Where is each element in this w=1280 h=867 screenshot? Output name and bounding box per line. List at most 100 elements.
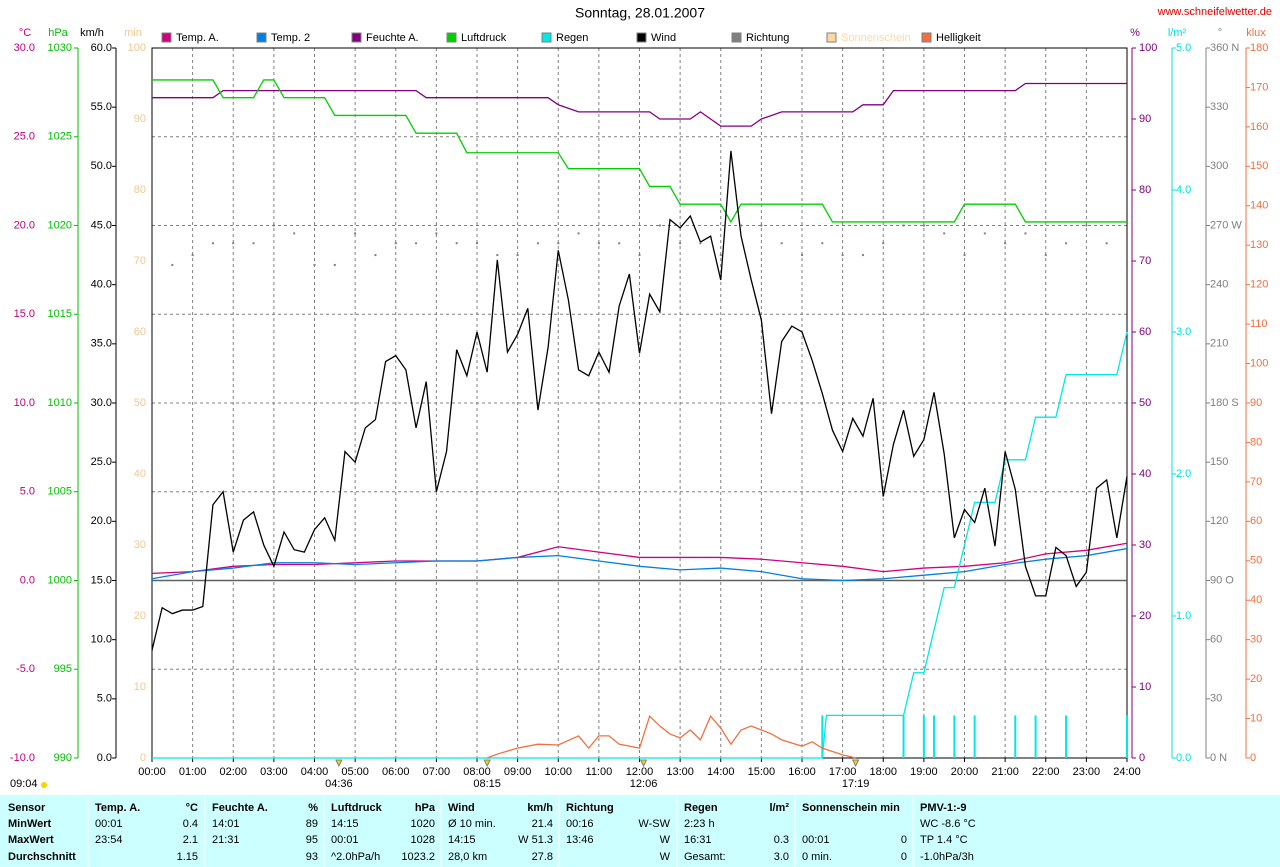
y-tick-label: 90 O xyxy=(1210,574,1234,586)
table-cell: TP 1.4 °C xyxy=(920,834,968,846)
rain-bar xyxy=(1065,715,1068,758)
axis-unit: min xyxy=(124,27,142,39)
axis-unit: °C xyxy=(19,27,31,39)
y-tick-label: 10.0 xyxy=(91,634,112,646)
y-tick-label: 4.0 xyxy=(1176,184,1191,196)
x-tick-label: 01:00 xyxy=(179,766,207,778)
y-tick-label: 70 xyxy=(1250,476,1262,488)
table-cell: 1.15 xyxy=(177,851,198,863)
y-tick-label: 0.0 xyxy=(20,574,35,586)
direction-dot xyxy=(1105,242,1108,245)
direction-dot xyxy=(496,254,499,257)
y-tick-label: 60 xyxy=(1210,634,1222,646)
y-tick-label: 0 xyxy=(1250,752,1256,764)
x-tick-label: 04:00 xyxy=(301,766,329,778)
y-tick-label: 80 xyxy=(1250,436,1262,448)
y-tick-label: 50 xyxy=(134,397,146,409)
y-tick-label: 150 xyxy=(1210,456,1228,468)
table-cell: Durchschnitt xyxy=(8,851,76,863)
legend-swatch xyxy=(256,32,267,43)
table-cell: W xyxy=(660,834,671,846)
table-cell: Luftdruck xyxy=(331,802,383,814)
direction-dot xyxy=(394,242,397,245)
y-tick-label: 15.0 xyxy=(91,574,112,586)
direction-dot xyxy=(435,232,438,235)
series-line xyxy=(152,331,1128,759)
direction-dot xyxy=(902,224,905,227)
y-tick-label: 50 xyxy=(1250,555,1262,567)
direction-dot xyxy=(151,263,153,266)
x-tick-label: 17:00 xyxy=(829,766,857,778)
y-tick-label: 0 xyxy=(140,752,146,764)
y-tick-label: 20.0 xyxy=(14,219,35,231)
legend-swatch xyxy=(921,32,932,43)
y-tick-label: 50 xyxy=(1139,397,1151,409)
legend-swatch xyxy=(161,32,172,43)
source-url: www.schneifelwetter.de xyxy=(1157,6,1272,18)
x-tick-label: 06:00 xyxy=(382,766,410,778)
table-cell: ^2.0hPa/h xyxy=(331,851,380,863)
table-cell: 1020 xyxy=(411,818,435,830)
direction-dot xyxy=(455,242,458,245)
rain-bar xyxy=(821,715,824,758)
direction-dot xyxy=(1085,224,1088,227)
table-cell: 0 xyxy=(901,834,907,846)
table-cell: 0 min. xyxy=(802,851,832,863)
y-tick-label: 60 xyxy=(1250,515,1262,527)
y-tick-label: 360 N xyxy=(1210,42,1239,54)
y-tick-label: 40.0 xyxy=(91,279,112,291)
x-tick-label: 12:00 xyxy=(626,766,654,778)
rain-bar xyxy=(1014,715,1017,758)
y-tick-label: -5.0 xyxy=(16,663,35,675)
rain-bar xyxy=(1034,715,1037,758)
direction-dot xyxy=(476,242,478,245)
y-tick-label: 270 W xyxy=(1210,219,1242,231)
direction-dot xyxy=(577,232,580,235)
y-tick-label: 120 xyxy=(1250,279,1268,291)
direction-dot xyxy=(760,224,763,227)
series-line xyxy=(152,82,1127,127)
axis-unit: % xyxy=(1130,27,1140,39)
y-tick-label: 5.0 xyxy=(1176,42,1191,54)
y-tick-label: 70 xyxy=(134,255,146,267)
legend-label: Temp. A. xyxy=(176,32,219,44)
table-cell: 21.4 xyxy=(532,818,553,830)
y-tick-label: 60 xyxy=(134,326,146,338)
y-tick-label: 140 xyxy=(1250,200,1268,212)
y-tick-label: 10.0 xyxy=(14,397,35,409)
y-tick-label: 25.0 xyxy=(91,456,112,468)
y-tick-label: 1010 xyxy=(48,397,72,409)
table-cell: MinWert xyxy=(8,818,52,830)
y-tick-label: 45.0 xyxy=(91,219,112,231)
legend-label: Richtung xyxy=(746,32,789,44)
table-cell: PMV-1:-9 xyxy=(920,802,966,814)
direction-dot xyxy=(516,254,519,257)
y-tick-label: 0 xyxy=(1139,752,1145,764)
direction-dot xyxy=(232,242,235,245)
direction-dot xyxy=(638,254,641,257)
y-tick-label: 15.0 xyxy=(14,308,35,320)
table-cell: W 51.3 xyxy=(518,834,553,846)
direction-dot xyxy=(943,232,946,235)
annotation-marker xyxy=(851,759,860,768)
direction-dot xyxy=(415,242,418,245)
y-tick-label: 990 xyxy=(54,752,72,764)
y-tick-label: 240 xyxy=(1210,279,1228,291)
annotation-marker xyxy=(335,759,343,768)
legend-swatch xyxy=(351,32,362,43)
axis-unit: ° xyxy=(1218,27,1222,39)
table-cell: 23:54 xyxy=(95,834,123,846)
y-tick-label: 210 xyxy=(1210,338,1228,350)
legend-label: Luftdruck xyxy=(461,32,507,44)
y-tick-label: 180 xyxy=(1250,42,1268,54)
direction-dot xyxy=(740,224,743,227)
direction-dot xyxy=(658,224,661,227)
y-tick-label: 30 xyxy=(1210,693,1222,705)
y-tick-label: 130 xyxy=(1250,239,1268,251)
rain-bar xyxy=(953,715,956,758)
table-cell: 16:31 xyxy=(684,834,712,846)
legend-swatch xyxy=(826,32,837,43)
direction-dot xyxy=(1044,254,1047,257)
x-tick-label: 23:00 xyxy=(1073,766,1101,778)
x-tick-label: 11:00 xyxy=(586,766,613,778)
